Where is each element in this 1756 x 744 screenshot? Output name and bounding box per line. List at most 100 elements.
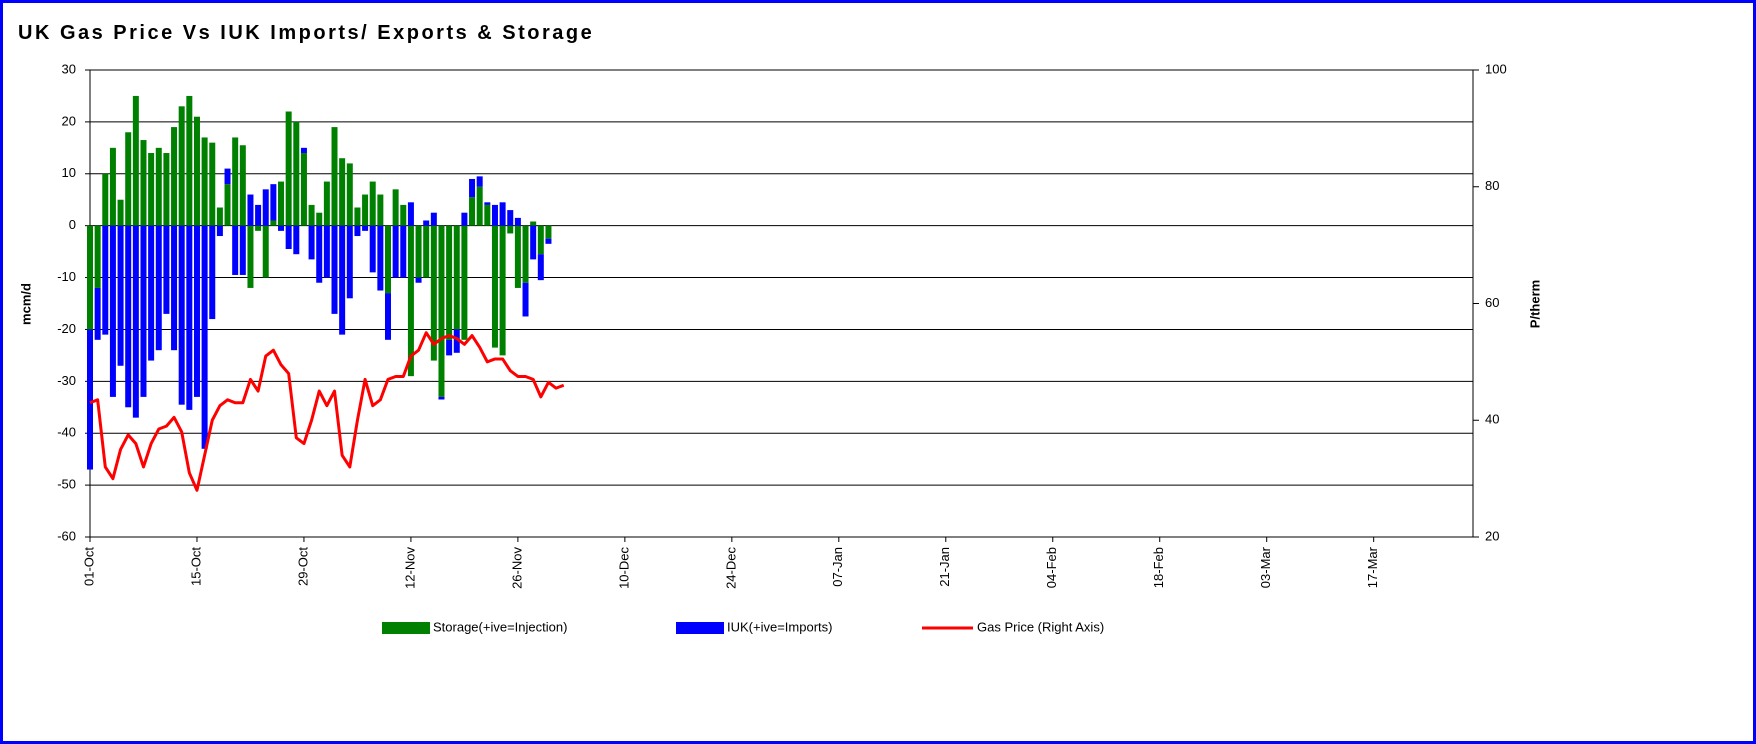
y-tick-label: -50	[57, 477, 76, 492]
bar	[178, 106, 185, 226]
bar	[308, 225, 315, 260]
x-tick-label: 26-Nov	[509, 547, 524, 589]
bar	[507, 210, 514, 226]
bar	[239, 145, 246, 226]
x-tick-label: 15-Oct	[188, 547, 203, 586]
y-tick-label: 10	[62, 165, 76, 180]
bar	[377, 194, 384, 226]
bar	[125, 132, 132, 226]
bar	[530, 221, 537, 226]
bar	[193, 116, 200, 226]
bar	[392, 225, 399, 278]
legend-label: IUK(+ive=Imports)	[727, 619, 832, 634]
bar	[148, 153, 155, 226]
bar	[530, 225, 537, 260]
x-tick-label: 18-Feb	[1151, 547, 1166, 588]
bar	[239, 225, 246, 275]
y-tick-label: 0	[69, 217, 76, 232]
y2-axis-label: P/therm	[1527, 280, 1542, 328]
bar	[163, 153, 170, 226]
legend-label: Gas Price (Right Axis)	[977, 619, 1104, 634]
y2-tick-label: 40	[1485, 412, 1499, 427]
bar	[278, 181, 285, 226]
bar	[476, 176, 483, 187]
x-tick-label: 01-Oct	[81, 547, 96, 586]
x-tick-label: 24-Dec	[723, 547, 738, 589]
x-tick-label: 03-Mar	[1258, 546, 1273, 588]
bar	[300, 153, 307, 226]
bar	[285, 225, 292, 250]
bar	[232, 225, 239, 275]
legend-label: Storage(+ive=Injection)	[433, 619, 567, 634]
bar	[514, 225, 521, 288]
bar	[125, 225, 132, 408]
bar	[316, 212, 323, 226]
bar	[87, 329, 93, 470]
bar	[178, 225, 185, 405]
bar	[201, 225, 208, 449]
y2-tick-label: 20	[1485, 528, 1499, 543]
bar	[545, 225, 552, 239]
bar	[262, 189, 269, 226]
bar	[140, 225, 147, 397]
bar	[140, 140, 147, 226]
bar	[109, 225, 116, 397]
x-tick-label: 10-Dec	[616, 547, 631, 589]
y-axis-label: mcm/d	[18, 283, 33, 325]
bar	[484, 204, 491, 226]
bar	[224, 168, 231, 185]
bar	[308, 204, 315, 226]
legend-swatch	[382, 622, 430, 634]
bar	[331, 127, 338, 226]
bar	[415, 225, 422, 278]
bar	[384, 293, 391, 340]
bar	[354, 207, 361, 226]
bar	[209, 225, 216, 320]
bar	[293, 121, 300, 226]
bar	[476, 186, 483, 226]
bar	[300, 147, 307, 154]
y-tick-label: 30	[62, 61, 76, 76]
bar	[270, 220, 277, 226]
bar	[453, 329, 460, 353]
bar	[247, 225, 254, 288]
x-tick-label: 07-Jan	[830, 547, 845, 587]
y-tick-label: 20	[62, 113, 76, 128]
price-line	[89, 331, 565, 492]
bar	[216, 225, 223, 237]
bar	[255, 204, 262, 226]
bar	[132, 95, 139, 226]
bar	[186, 95, 193, 226]
bar	[293, 225, 300, 255]
bar	[339, 225, 346, 335]
bar	[461, 212, 468, 226]
bar	[155, 225, 162, 351]
bar	[407, 225, 414, 377]
bar	[438, 396, 445, 400]
bar	[491, 204, 498, 226]
bar	[392, 189, 399, 226]
bar	[148, 225, 155, 361]
bar	[346, 163, 353, 226]
legend-swatch	[676, 622, 724, 634]
bar	[171, 225, 178, 351]
bar	[102, 225, 109, 335]
bar	[469, 197, 476, 226]
bar	[469, 178, 476, 198]
bar	[186, 225, 193, 410]
bar	[102, 173, 109, 226]
y-tick-label: -10	[57, 269, 76, 284]
bar	[423, 225, 430, 278]
bar	[209, 142, 216, 226]
bar	[499, 225, 506, 356]
bar	[323, 225, 330, 278]
bar	[423, 220, 430, 226]
bar	[94, 225, 101, 288]
bar	[507, 225, 514, 234]
bar	[132, 225, 139, 418]
bar	[247, 194, 254, 226]
bar	[446, 339, 453, 356]
bar	[491, 225, 498, 348]
